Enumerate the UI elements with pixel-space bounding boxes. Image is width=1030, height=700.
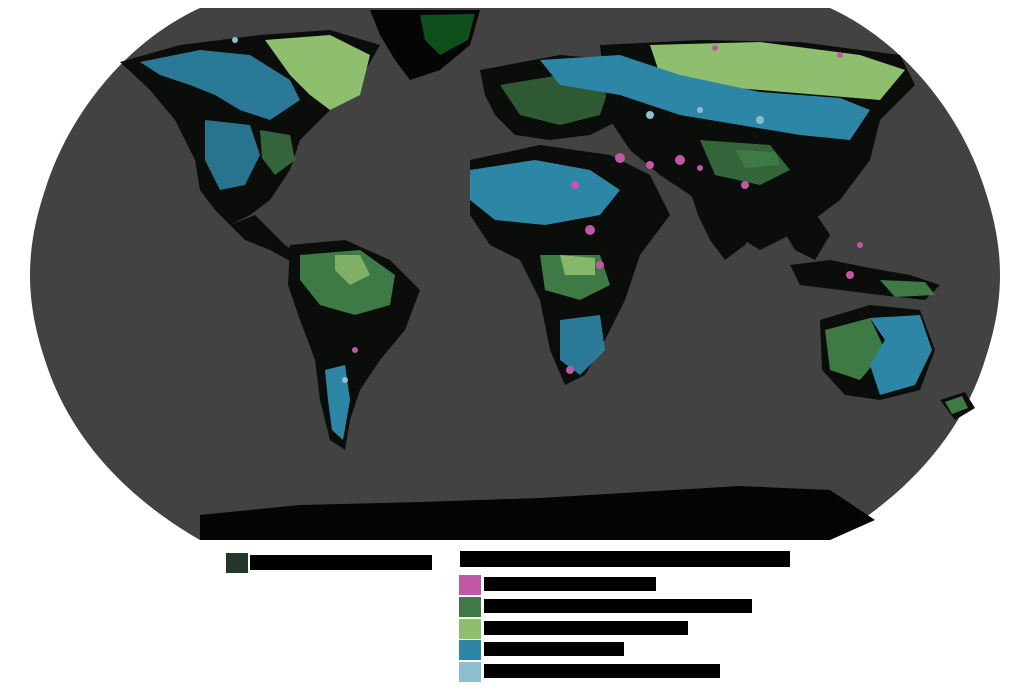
sa-blue-zone (325, 365, 350, 440)
africa-blue-zone-2 (560, 315, 605, 375)
legend-swatch-light-green (459, 619, 481, 639)
legend-left-label-bar (250, 555, 432, 570)
world-map (30, 8, 1000, 540)
asia-darkgreen-zone-2 (735, 150, 780, 168)
africa-lightgreen-zone (560, 255, 595, 275)
southeast-asia-landmass (775, 200, 830, 260)
legend-header-bar (460, 551, 790, 567)
australia-darkgreen-zone (825, 318, 885, 380)
legend-label-bar-light-blue (484, 664, 720, 678)
na-lightgreen-zone (265, 35, 370, 110)
legend-swatch-magenta (459, 575, 481, 595)
sa-lightgreen-zone (335, 255, 370, 285)
light-blue-patches (232, 37, 764, 383)
new-guinea-darkgreen (880, 280, 935, 297)
australia-blue-zone (870, 315, 932, 395)
magenta-patches (352, 45, 863, 374)
africa-blue-zone (470, 160, 620, 225)
legend-label-bar-magenta (484, 577, 656, 591)
greenland-ice (420, 14, 475, 55)
na-darkgreen-zone (260, 130, 295, 175)
na-blue-zone (140, 50, 300, 120)
new-zealand-darkgreen (945, 396, 968, 414)
antarctica-landmass (200, 486, 875, 540)
legend-label-bar-blue (484, 642, 624, 656)
legend-label-bar-light-green (484, 621, 688, 635)
central-america-landmass (230, 215, 300, 262)
na-blue-zone-2 (205, 120, 260, 190)
legend-label-bar-dark-green (484, 599, 752, 613)
legend-swatch-light-blue (459, 662, 481, 682)
legend-swatch-blue (459, 640, 481, 660)
asia-blue-zone (540, 55, 870, 140)
india-landmass (690, 190, 760, 260)
legend-left-swatch (226, 553, 248, 573)
legend-swatch-dark-green (459, 597, 481, 617)
